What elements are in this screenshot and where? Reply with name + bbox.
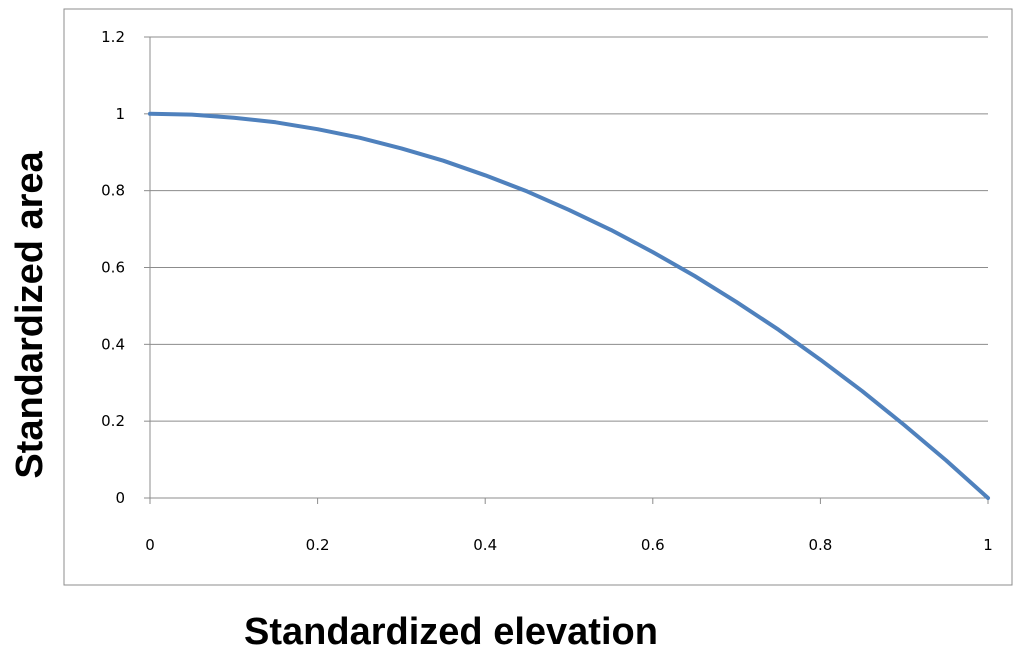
- plot-area-frame: [63, 8, 1013, 586]
- y-tick-label: 0: [115, 489, 125, 507]
- x-tick-label: 0: [145, 536, 155, 554]
- y-tick-label: 1: [115, 105, 125, 123]
- y-tick-label: 0.2: [101, 412, 125, 430]
- x-tick-label: 1: [983, 536, 993, 554]
- x-axis-title: Standardized elevation: [244, 611, 658, 648]
- y-axis-title: Standardized area: [9, 150, 51, 478]
- y-tick-label: 1.2: [101, 28, 125, 46]
- x-tick-label: 0.4: [473, 536, 497, 554]
- y-tick-label: 0.4: [101, 335, 125, 353]
- series: [148, 111, 990, 500]
- x-tick-label: 0.2: [306, 536, 330, 554]
- gridlines: [150, 36, 988, 422]
- x-tick-labels: 0 0.2 0.4 0.6 0.8 1: [145, 536, 993, 554]
- y-tick-labels: 0 0.2 0.4 0.6 0.8 1 1.2: [101, 28, 125, 507]
- y-tick-label: 0.8: [101, 182, 125, 200]
- x-tick-label: 0.6: [641, 536, 665, 554]
- x-tick-label: 0.8: [808, 536, 832, 554]
- y-tick-label: 0.6: [101, 259, 125, 277]
- series-line: [148, 111, 990, 500]
